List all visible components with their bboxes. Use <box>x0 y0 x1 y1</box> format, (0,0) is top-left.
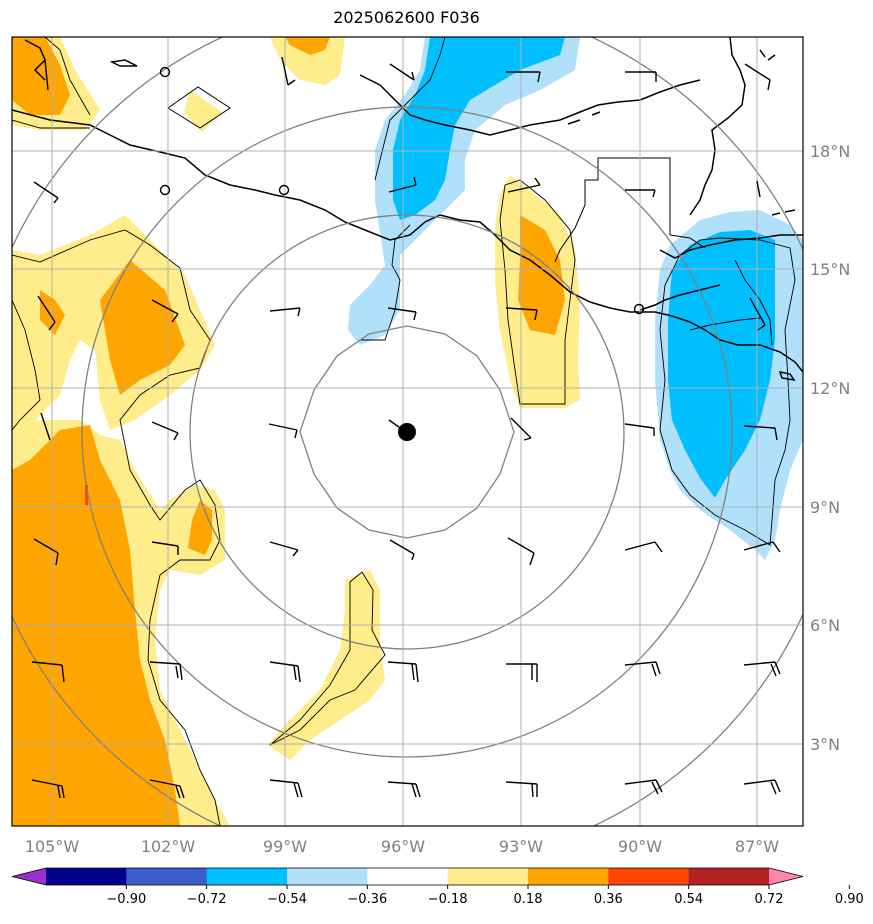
contour-lines <box>12 37 796 826</box>
colorbar-segment <box>608 868 690 885</box>
shading-positive-high <box>85 485 88 505</box>
lat-label: 18°N <box>810 142 850 161</box>
colorbar-segment <box>126 868 208 885</box>
graticule <box>12 37 803 826</box>
lat-label: 3°N <box>810 735 840 754</box>
lon-label: 99°W <box>263 837 307 856</box>
plot-title: 2025062600 F036 <box>333 8 480 27</box>
colorbar-tick-label: 0.36 <box>594 892 623 907</box>
colorbar-tick-label: 0.72 <box>755 892 784 907</box>
lon-label: 93°W <box>499 837 543 856</box>
latitude-labels: 18°N 15°N 12°N 9°N 6°N 3°N <box>810 142 850 754</box>
longitude-labels: 105°W 102°W 99°W 96°W 93°W 90°W 87°W <box>25 837 779 856</box>
lon-label: 87°W <box>735 837 779 856</box>
colorbar-tick-label: 0.54 <box>674 892 703 907</box>
colorbar-tick-label: −0.18 <box>428 892 468 907</box>
shading-negative-mid <box>393 37 775 498</box>
colorbar-tick-label: −0.72 <box>187 892 227 907</box>
lon-label: 105°W <box>25 837 80 856</box>
wind-barbs <box>31 56 781 799</box>
colorbar-segment <box>688 868 770 885</box>
lat-label: 15°N <box>810 260 850 279</box>
lon-label: 96°W <box>381 837 425 856</box>
colorbar-tick-label: −0.90 <box>106 892 146 907</box>
colorbar-segment <box>447 868 529 885</box>
colorbar-segment <box>528 868 609 885</box>
lat-label: 6°N <box>810 616 840 635</box>
lon-label: 90°W <box>618 837 662 856</box>
range-rings <box>12 37 803 826</box>
colorbar-extend-low <box>12 868 46 885</box>
lon-label: 102°W <box>141 837 196 856</box>
colorbar-segment <box>367 868 449 885</box>
colorbar-segment <box>287 868 368 885</box>
lat-label: 9°N <box>810 498 840 517</box>
colorbar-tick-label: 0.90 <box>835 892 864 907</box>
colorbar-segment <box>206 868 288 885</box>
colorbar-tick-label: −0.54 <box>267 892 307 907</box>
colorbar-segment <box>46 868 127 885</box>
colorbar-tick-label: −0.36 <box>347 892 387 907</box>
storm-center-marker <box>398 423 416 441</box>
colorbar-ticks: −0.90 −0.72 −0.54 −0.36 −0.18 0.18 0.36 0.54 0.7… <box>106 885 864 907</box>
lat-label: 12°N <box>810 379 850 398</box>
colorbar <box>11 867 804 886</box>
colorbar-extend-high <box>769 868 803 885</box>
map-frame <box>11 36 804 827</box>
colorbar-tick-label: 0.18 <box>514 892 543 907</box>
colorbar-outline <box>11 867 804 886</box>
borders <box>167 86 773 346</box>
